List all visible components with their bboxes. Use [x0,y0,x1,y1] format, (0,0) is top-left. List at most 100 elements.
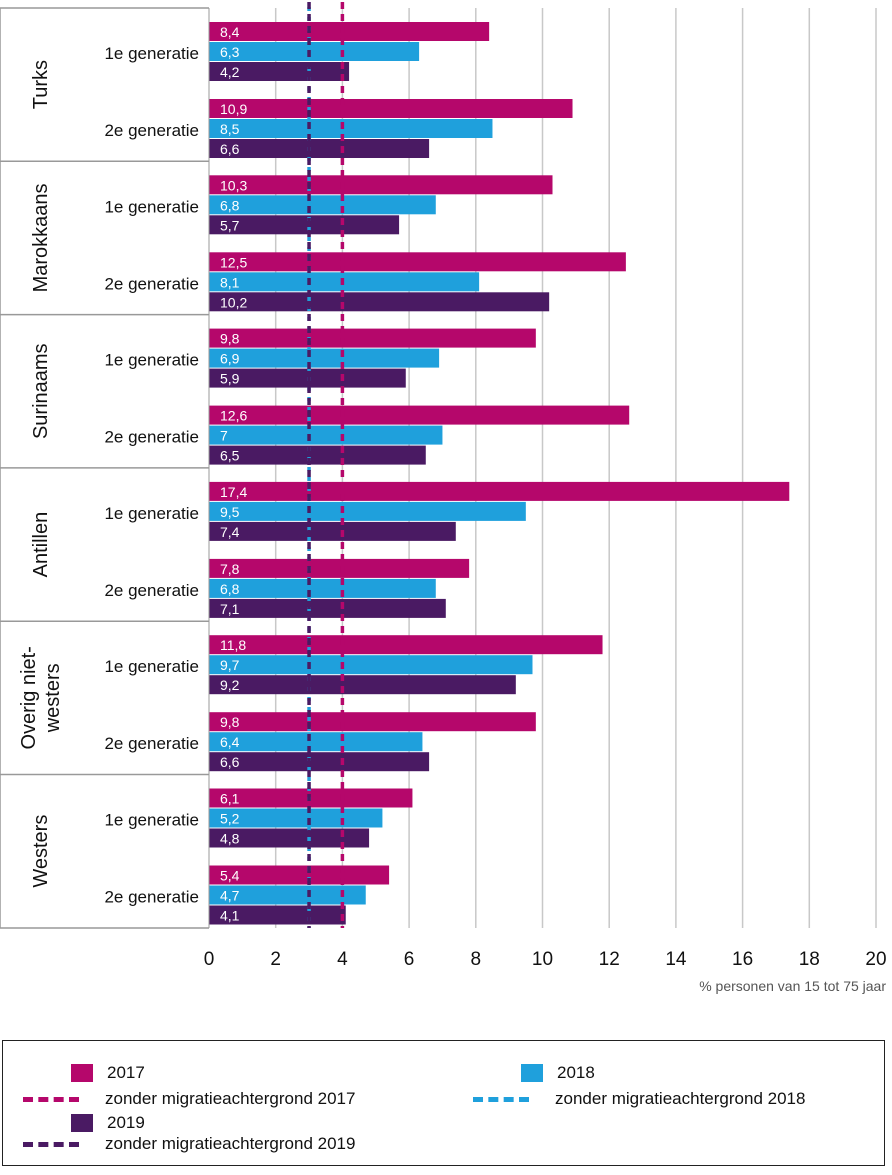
bar-2019 [209,215,400,235]
bar-value-label: 10,9 [220,101,247,117]
bar-value-label: 10,3 [220,177,247,193]
bar-value-label: 11,8 [220,637,246,653]
group-label: Westers [30,815,52,888]
bar-2017 [209,635,603,655]
subgroup-label: 1e generatie [104,811,199,830]
legend-item-ref-2019: zonder migratieachtergrond 2019 [23,1134,355,1154]
bar-2019 [209,752,430,772]
subgroup-label: 1e generatie [104,504,199,523]
bar-value-label: 7,8 [220,561,240,577]
legend-swatch-2018 [521,1064,543,1082]
subgroup-label: 1e generatie [104,44,199,63]
legend-item-2017: 2017 [71,1063,145,1083]
x-tick-label: 16 [732,949,753,970]
x-tick-label: 20 [865,949,886,970]
bar-2019 [209,292,550,312]
bar-value-label: 4,8 [220,831,240,847]
subgroup-label: 2e generatie [104,274,199,293]
legend-label-ref-2019: zonder migratieachtergrond 2019 [105,1134,356,1153]
legend-item-2019: 2019 [71,1113,145,1133]
bar-value-label: 7,4 [220,524,240,540]
bar-2018 [209,425,443,445]
subgroup-label: 1e generatie [104,657,199,676]
x-tick-label: 18 [799,949,820,970]
legend-item-2018: 2018 [521,1063,595,1083]
legend-label-2018: 2018 [557,1063,595,1082]
subgroup-label: 2e generatie [104,121,199,140]
subgroup-label: 1e generatie [104,351,199,370]
bar-value-label: 6,9 [220,351,240,367]
bar-value-label: 12,5 [220,254,247,270]
bar-value-label: 6,6 [220,141,240,157]
subgroup-label: 1e generatie [104,197,199,216]
bar-value-label: 8,1 [220,274,240,290]
bar-value-label: 4,2 [220,64,240,80]
x-tick-label: 12 [599,949,620,970]
bar-value-label: 7 [220,428,228,444]
bar-value-label: 8,4 [220,24,240,40]
subgroup-label: 2e generatie [104,734,199,753]
group-label: Antillen [30,512,52,578]
bar-value-label: 5,2 [220,811,240,827]
bar-value-label: 6,4 [220,734,240,750]
bar-2019 [209,828,370,848]
bar-value-label: 6,5 [220,448,240,464]
bar-2019 [209,521,456,541]
group-label: Marokkaans [30,183,52,292]
bar-value-label: 9,8 [220,714,240,730]
bar-2017 [209,481,790,501]
bar-2018 [209,119,493,138]
bar-value-label: 5,7 [220,217,240,233]
bar-2018 [209,195,436,215]
bar-2018 [209,655,533,675]
bar-2017 [209,405,630,425]
x-axis-label: % personen van 15 tot 75 jaar [699,978,886,994]
bar-chart: 0 2 4 6 8 10 12 14 16 18 20 % personen van 15 tot 7… [0,2,887,994]
bar-2019 [209,675,516,695]
legend-dash-2019 [23,1141,79,1147]
bar-value-label: 6,3 [220,44,240,60]
legend: 2017 2018 zonder migratieachtergrond 201… [2,1040,885,1166]
bar-2019 [209,905,346,925]
bar-value-label: 4,1 [220,908,240,924]
bar-value-label: 9,2 [220,677,240,693]
bar-2018 [209,732,423,752]
bar-value-label: 9,7 [220,657,240,673]
bar-value-label: 10,2 [220,294,247,310]
bar-value-label: 6,8 [220,197,240,213]
x-tick-label: 10 [532,949,553,970]
legend-label-2019: 2019 [107,1113,145,1132]
bar-2019 [209,139,430,158]
bar-2018 [209,808,383,828]
legend-label-ref-2017: zonder migratieachtergrond 2017 [105,1089,356,1108]
group-label: Overig niet-westers [18,646,64,749]
bar-2018 [209,42,420,61]
bar-2018 [209,885,366,905]
subgroup-label: 2e generatie [104,581,199,600]
bar-value-label: 6,1 [220,791,240,807]
bar-2019 [209,598,446,618]
bar-value-label: 7,1 [220,601,240,617]
x-tick-label: 2 [270,949,281,970]
bar-value-label: 6,6 [220,754,240,770]
legend-label-ref-2018: zonder migratieachtergrond 2018 [555,1089,806,1108]
x-tick-label: 8 [471,949,482,970]
bar-value-label: 5,4 [220,868,240,884]
bar-value-label: 4,7 [220,888,240,904]
legend-dash-2017 [23,1096,79,1102]
bar-2018 [209,501,526,521]
bar-value-label: 12,6 [220,408,247,424]
bar-value-label: 17,4 [220,484,247,500]
bar-value-label: 6,8 [220,581,240,597]
x-tick-label: 4 [337,949,348,970]
bar-2017 [209,558,470,578]
bar-value-label: 8,5 [220,121,240,137]
legend-swatch-2017 [71,1064,93,1082]
bar-2019 [209,62,350,81]
bar-2017 [209,175,553,195]
bar-2017 [209,99,573,118]
bar-2017 [209,22,490,41]
x-tick-label: 14 [665,949,687,970]
legend-dash-2018 [473,1096,529,1102]
x-tick-label: 6 [404,949,415,970]
